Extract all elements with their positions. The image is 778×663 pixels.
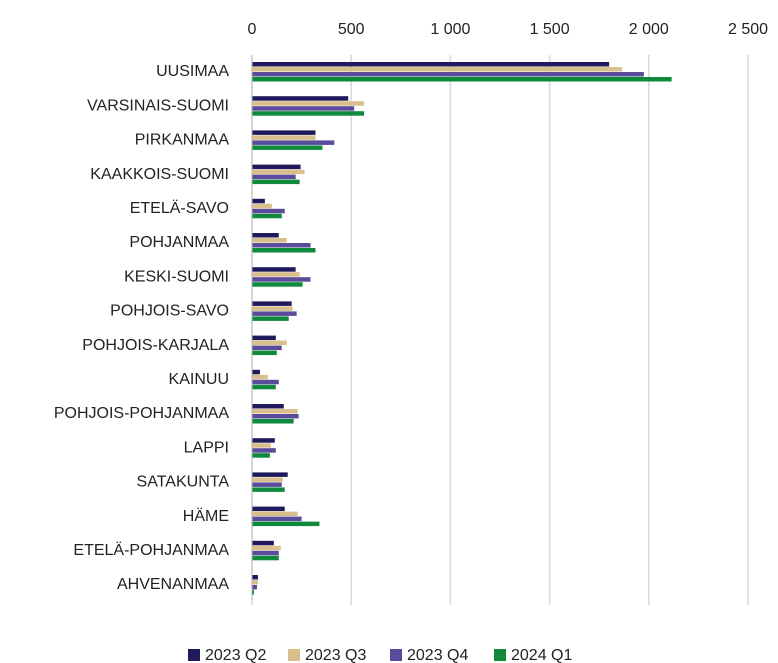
bar: [252, 213, 282, 219]
bar: [252, 179, 300, 185]
bar: [252, 101, 365, 106]
bar: [252, 267, 296, 272]
bar: [252, 316, 289, 321]
bar: [252, 345, 282, 351]
bar: [252, 516, 302, 522]
y-tick-label: LAPPI: [184, 439, 229, 456]
bar: [252, 404, 284, 409]
bar: [252, 438, 275, 443]
bar: [252, 135, 316, 140]
bar: [252, 453, 270, 458]
bar: [252, 62, 610, 67]
x-tick-label: 2 500: [728, 21, 768, 38]
bar: [252, 238, 287, 243]
bar: [252, 203, 272, 209]
y-tick-label: POHJOIS-SAVO: [110, 303, 229, 320]
y-tick-label: KAINUU: [169, 371, 229, 388]
legend-swatch: [494, 649, 506, 661]
bar: [252, 311, 297, 316]
bar: [252, 198, 265, 204]
bar: [252, 482, 282, 487]
bar: [252, 409, 298, 414]
bar: [252, 301, 292, 306]
y-tick-label: POHJANMAA: [129, 234, 229, 251]
bar: [252, 580, 258, 585]
x-tick-label: 2 000: [629, 21, 669, 38]
y-tick-label: UUSIMAA: [156, 63, 229, 80]
x-tick-label: 1 000: [430, 21, 470, 38]
y-tick-label: ETELÄ-SAVO: [130, 199, 229, 217]
y-tick-label: KAAKKOIS-SUOMI: [90, 166, 229, 183]
bar: [252, 130, 316, 135]
bar: [252, 106, 355, 111]
bar: [252, 67, 623, 72]
y-tick-label: ETELÄ-POHJANMAA: [73, 541, 229, 559]
bar: [252, 521, 320, 527]
x-tick-label: 500: [338, 21, 365, 38]
bar: [252, 282, 303, 287]
bar: [252, 511, 298, 517]
bar: [252, 248, 316, 253]
bar: [252, 477, 283, 482]
legend-label: 2024 Q1: [511, 647, 572, 663]
bar: [252, 379, 279, 385]
bar: [252, 272, 300, 277]
legend-label: 2023 Q4: [407, 647, 468, 663]
bar: [252, 585, 257, 590]
bar: [252, 448, 276, 453]
bar: [252, 164, 301, 170]
legend-swatch: [288, 649, 300, 661]
bar: [252, 443, 271, 448]
bar: [252, 575, 258, 580]
bar: [252, 472, 288, 477]
bar: [252, 506, 285, 512]
y-tick-label: KESKI-SUOMI: [124, 268, 229, 285]
bar: [252, 419, 294, 424]
bar: [252, 590, 254, 595]
y-tick-label: SATAKUNTA: [137, 474, 230, 491]
bar: [252, 208, 285, 214]
bar: [252, 77, 672, 82]
y-tick-label: PIRKANMAA: [135, 132, 230, 149]
bar: [252, 340, 287, 346]
bar: [252, 540, 274, 546]
bar: [252, 414, 299, 419]
bar: [252, 96, 349, 101]
bar: [252, 384, 276, 390]
bar: [252, 169, 305, 175]
legend-swatch: [390, 649, 402, 661]
bar: [252, 306, 293, 311]
bar: [252, 72, 644, 77]
bar: [252, 233, 279, 238]
y-tick-label: AHVENANMAA: [117, 576, 229, 593]
bar: [252, 243, 311, 248]
bar: [252, 140, 335, 145]
y-tick-label: POHJOIS-KARJALA: [82, 337, 229, 354]
bar: [252, 487, 285, 492]
bar: [252, 369, 260, 375]
bar: [252, 545, 281, 551]
bar: [252, 555, 279, 561]
bar: [252, 111, 365, 116]
legend-label: 2023 Q3: [305, 647, 366, 663]
bar: [252, 145, 323, 150]
bar: [252, 550, 279, 556]
bar: [252, 174, 296, 180]
legend-label: 2023 Q2: [205, 647, 266, 663]
y-tick-label: POHJOIS-POHJANMAA: [54, 405, 229, 422]
bar: [252, 335, 276, 341]
x-tick-label: 1 500: [530, 21, 570, 38]
x-tick-label: 0: [248, 21, 257, 38]
y-tick-label: HÄME: [183, 507, 229, 525]
bar: [252, 374, 268, 380]
bar: [252, 350, 277, 356]
bar: [252, 277, 311, 282]
legend-swatch: [188, 649, 200, 661]
y-tick-label: VARSINAIS-SUOMI: [87, 97, 229, 114]
